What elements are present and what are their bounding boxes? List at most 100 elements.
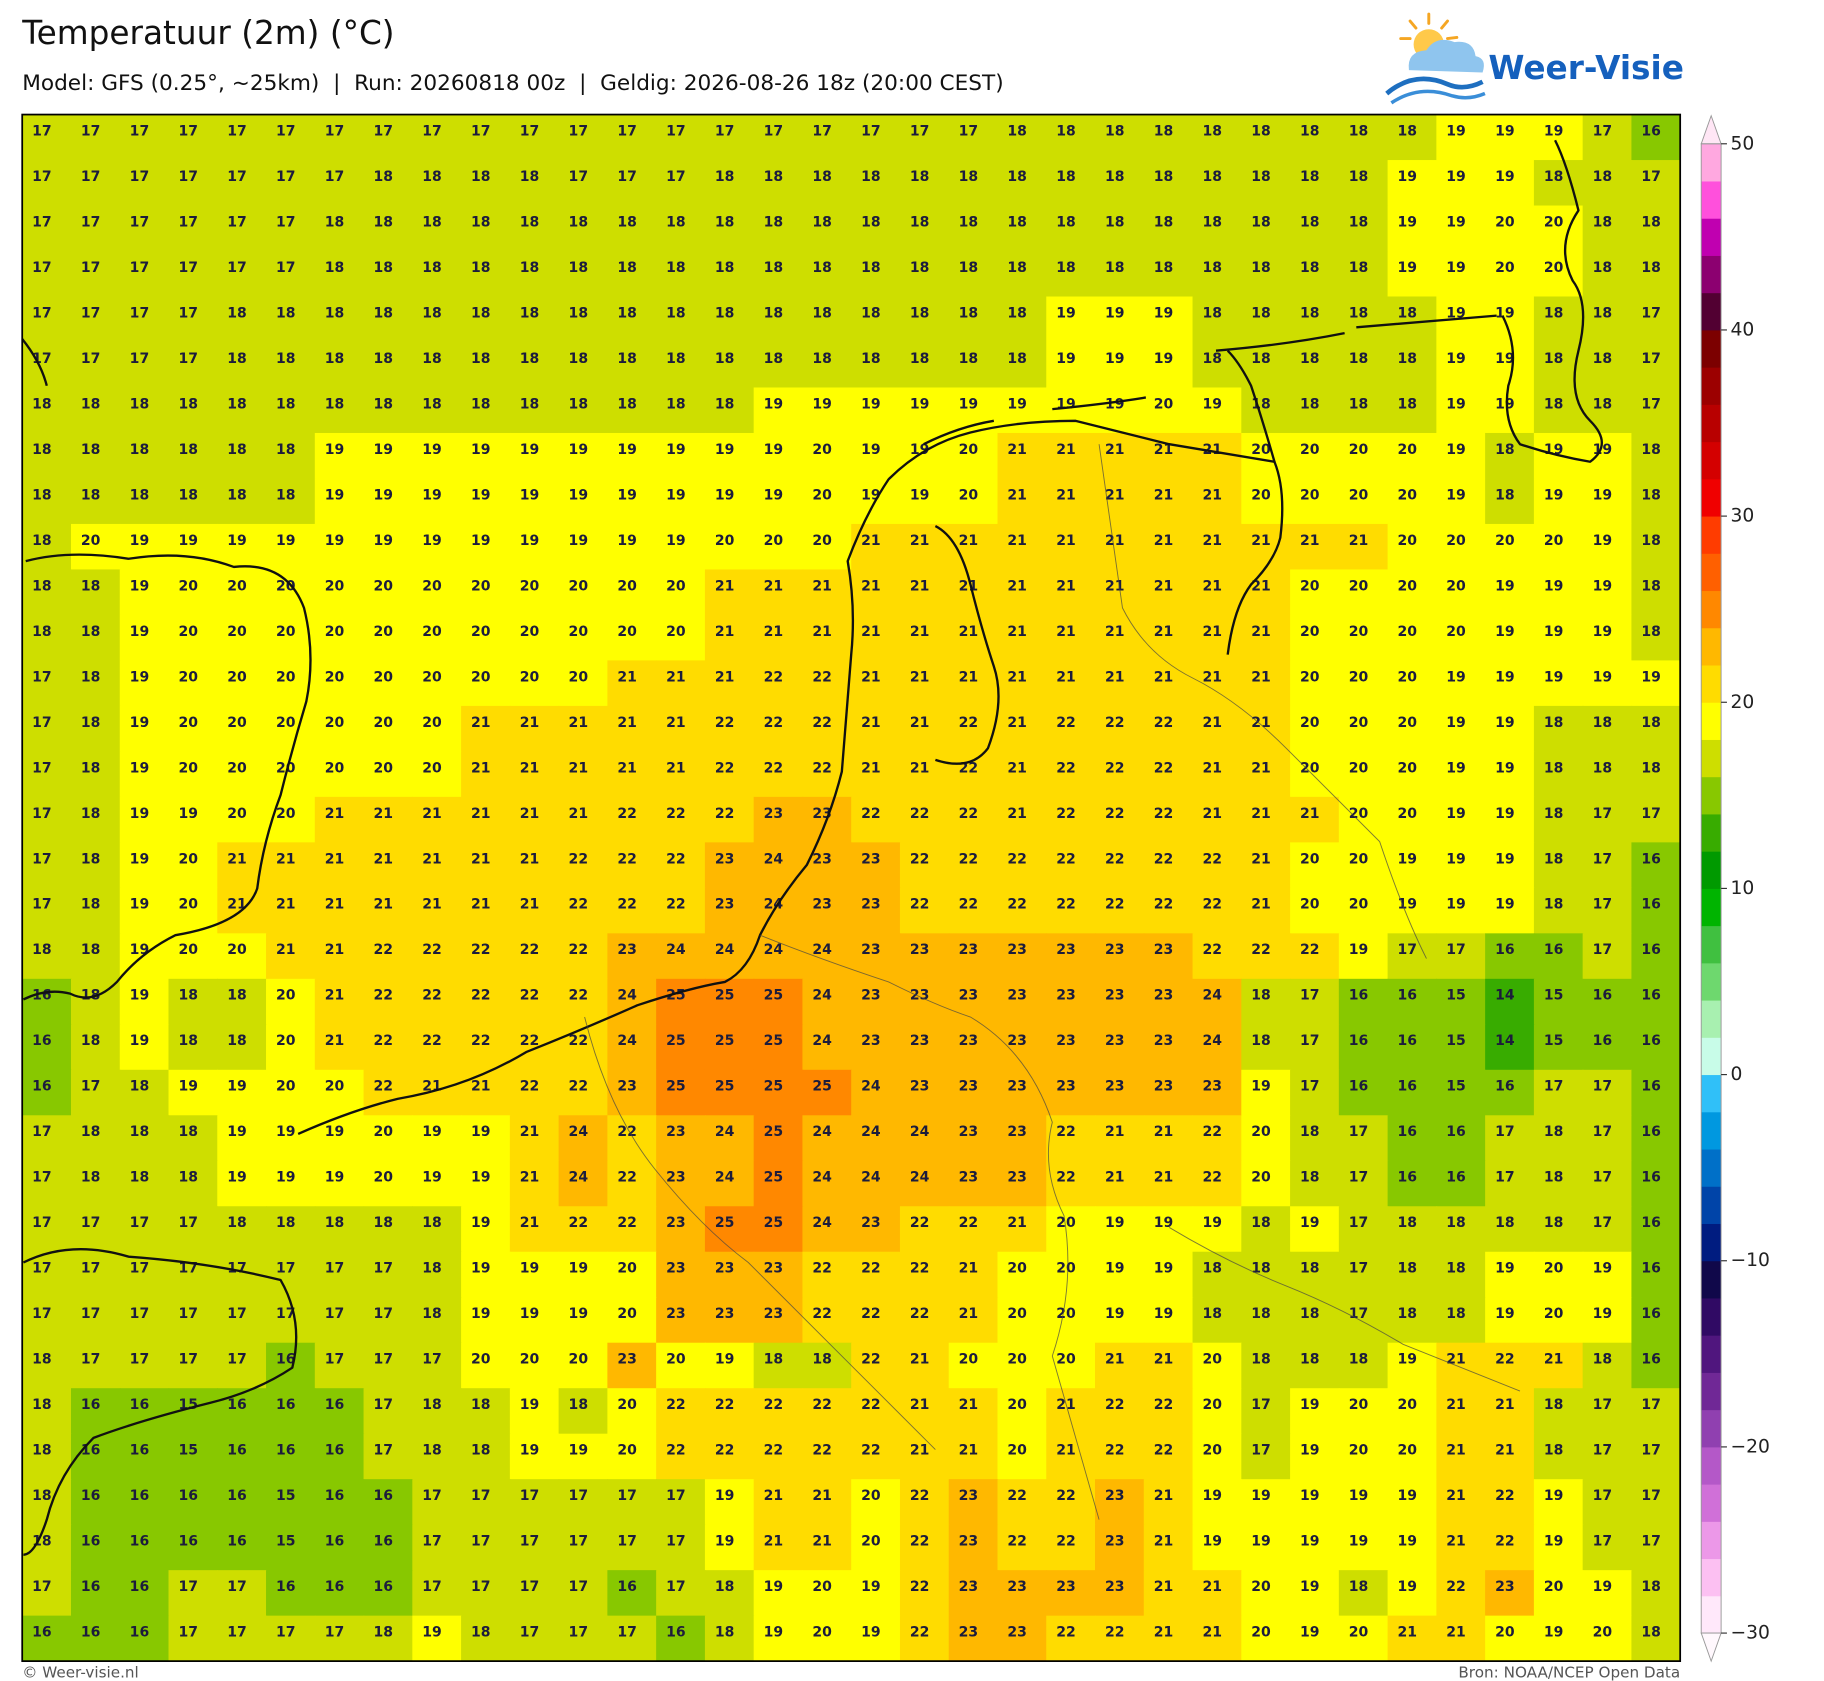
- temperature-cell: [1338, 523, 1389, 571]
- temperature-label: 16: [130, 1534, 150, 1550]
- temperature-label: 17: [81, 1079, 101, 1095]
- temperature-label: 17: [520, 1488, 540, 1504]
- temperature-cell: [22, 296, 72, 343]
- temperature-cell: [266, 114, 316, 161]
- temperature-label: 18: [81, 487, 101, 503]
- temperature-cell: [948, 478, 999, 525]
- temperature-cell: [704, 705, 755, 753]
- temperature-label: 18: [81, 715, 101, 731]
- temperature-label: 18: [861, 305, 881, 321]
- temperature-label: 19: [1398, 1534, 1418, 1550]
- temperature-cell: [1387, 205, 1438, 252]
- temperature-cell: [1533, 1388, 1584, 1435]
- temperature-label: 20: [1007, 1352, 1027, 1368]
- temperature-label: 16: [325, 1397, 345, 1413]
- temperature-cell: [1192, 1297, 1243, 1344]
- temperature-cell: [1582, 705, 1633, 753]
- temperature-label: 21: [764, 578, 784, 594]
- temperature-label: 17: [1495, 1124, 1515, 1140]
- temperature-label: 21: [1495, 1443, 1515, 1459]
- temperature-label: 19: [130, 715, 150, 731]
- temperature-label: 17: [471, 1488, 491, 1504]
- temperature-cell: [1046, 1570, 1096, 1617]
- temperature-label: 19: [1202, 1488, 1222, 1504]
- temperature-label: 20: [1544, 1261, 1564, 1277]
- temperature-cell: [70, 1388, 121, 1435]
- temperature-label: 16: [1641, 1306, 1661, 1322]
- temperature-cell: [1387, 341, 1438, 389]
- temperature-cell: [1582, 523, 1633, 571]
- temperature-cell: [461, 1524, 511, 1571]
- temperature-label: 18: [1544, 1443, 1564, 1459]
- temperature-label: 16: [325, 1443, 345, 1459]
- temperature-label: 20: [617, 1261, 637, 1277]
- temperature-label: 18: [1544, 1124, 1564, 1140]
- colorbar-segment: [1701, 813, 1722, 852]
- temperature-cell: [948, 114, 999, 161]
- temperature-cell: [119, 1433, 170, 1480]
- temperature-label: 20: [1300, 487, 1320, 503]
- temperature-cell: [802, 160, 852, 207]
- temperature-cell: [168, 660, 218, 707]
- temperature-label: 20: [276, 669, 296, 685]
- temperature-label: 16: [227, 1397, 247, 1413]
- temperature-cell: [119, 1479, 170, 1526]
- temperature-cell: [1485, 569, 1535, 616]
- temperature-cell: [802, 1342, 852, 1389]
- temperature-cell: [1582, 114, 1633, 161]
- temperature-label: 18: [32, 533, 52, 549]
- temperature-label: 18: [1593, 260, 1613, 276]
- temperature-cell: [1192, 1388, 1243, 1435]
- temperature-cell: [70, 1024, 121, 1071]
- temperature-cell: [1338, 614, 1389, 662]
- temperature-cell: [1046, 341, 1096, 389]
- temperature-cell: [997, 978, 1047, 1026]
- temperature-label: 21: [1007, 669, 1027, 685]
- temperature-cell: [1387, 387, 1438, 434]
- temperature-cell: [119, 432, 170, 480]
- temperature-cell: [70, 341, 121, 389]
- temperature-label: 18: [1593, 305, 1613, 321]
- temperature-cell: [1192, 1524, 1243, 1571]
- temperature-label: 21: [471, 897, 491, 913]
- temperature-label: 17: [1641, 806, 1661, 822]
- temperature-cell: [119, 478, 170, 525]
- temperature-label: 20: [520, 1352, 540, 1368]
- temperature-cell: [168, 523, 218, 571]
- temperature-cell: [1582, 1524, 1633, 1571]
- temperature-cell: [851, 660, 901, 707]
- temperature-cell: [412, 1160, 462, 1207]
- temperature-cell: [412, 1206, 462, 1253]
- temperature-label: 20: [617, 1306, 637, 1322]
- temperature-cell: [70, 160, 121, 207]
- temperature-cell: [363, 660, 414, 707]
- temperature-cell: [1046, 887, 1096, 935]
- temperature-label: 21: [325, 806, 345, 822]
- temperature-cell: [558, 478, 609, 525]
- temperature-label: 20: [1300, 760, 1320, 776]
- temperature-label: 17: [666, 1488, 686, 1504]
- temperature-cell: [704, 1479, 755, 1526]
- temperature-label: 20: [227, 578, 247, 594]
- temperature-cell: [266, 1024, 316, 1071]
- temperature-label: 22: [861, 1306, 881, 1322]
- temperature-cell: [1533, 614, 1584, 662]
- temperature-label: 23: [1007, 1170, 1027, 1186]
- temperature-label: 20: [276, 760, 296, 776]
- temperature-cell: [1095, 341, 1145, 389]
- temperature-label: 17: [32, 169, 52, 185]
- temperature-cell: [607, 1342, 657, 1389]
- temperature-label: 22: [666, 897, 686, 913]
- temperature-label: 17: [325, 123, 345, 139]
- temperature-cell: [1338, 1524, 1389, 1571]
- temperature-cell: [119, 569, 170, 616]
- temperature-label: 18: [227, 396, 247, 412]
- temperature-label: 21: [1056, 624, 1076, 640]
- temperature-cell: [851, 1342, 901, 1389]
- temperature-cell: [1387, 432, 1438, 480]
- temperature-cell: [1533, 205, 1584, 252]
- temperature-cell: [1338, 1069, 1389, 1116]
- temperature-label: 18: [325, 1215, 345, 1231]
- temperature-label: 20: [617, 1443, 637, 1459]
- temperature-label: 22: [1202, 942, 1222, 958]
